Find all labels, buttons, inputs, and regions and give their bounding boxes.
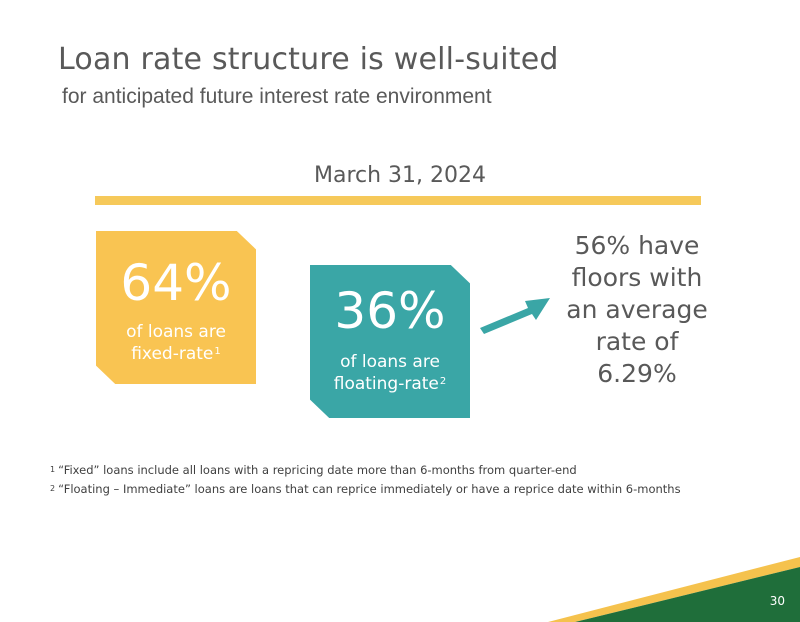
floating-footnote-ref: 2 [439,376,447,387]
floors-line-5: 6.29% [597,359,677,388]
floors-line-2: floors with [571,263,703,292]
floors-line-4: rate of [595,327,679,356]
floating-rate-label-line1: of loans are [340,352,440,372]
fixed-footnote-ref: 1 [214,346,221,357]
floating-rate-label-line2: floating-rate [333,374,439,394]
arrow-right-icon [480,298,550,334]
floors-line-3: an average [566,295,708,324]
fixed-rate-label: of loans are fixed-rate1 [96,321,256,365]
corner-green-band [575,567,800,622]
fixed-rate-box: 64% of loans are fixed-rate1 [96,231,256,384]
date-label: March 31, 2024 [313,163,487,188]
footnote-1: 1 “Fixed” loans include all loans with a … [50,461,681,480]
fixed-rate-label-line2: fixed-rate [131,344,214,364]
page-number: 30 [769,594,785,608]
fixed-rate-percent: 64% [120,254,232,312]
corner-gold-stripe [548,557,800,622]
footnote-1-text: “Fixed” loans include all loans with a r… [58,463,577,477]
floors-line-1: 56% have [574,231,700,260]
footnote-2-ref: 2 [50,484,56,493]
floors-callout: 56% have floors with an average rate of … [556,230,718,390]
page-subtitle: for anticipated future interest rate env… [62,85,492,108]
floating-rate-percent: 36% [334,282,446,340]
page-title: Loan rate structure is well-suited [58,42,559,77]
date-underline-bar [95,196,701,205]
footnote-2: 2 “Floating – Immediate” loans are loans … [50,480,681,499]
floating-rate-box: 36% of loans are floating-rate2 [310,265,470,418]
fixed-rate-label-line1: of loans are [126,322,226,342]
footnote-2-text: “Floating – Immediate” loans are loans t… [58,482,681,496]
footnote-1-ref: 1 [50,465,56,474]
floating-rate-label: of loans are floating-rate2 [310,351,470,395]
footnotes: 1 “Fixed” loans include all loans with a … [50,461,681,499]
